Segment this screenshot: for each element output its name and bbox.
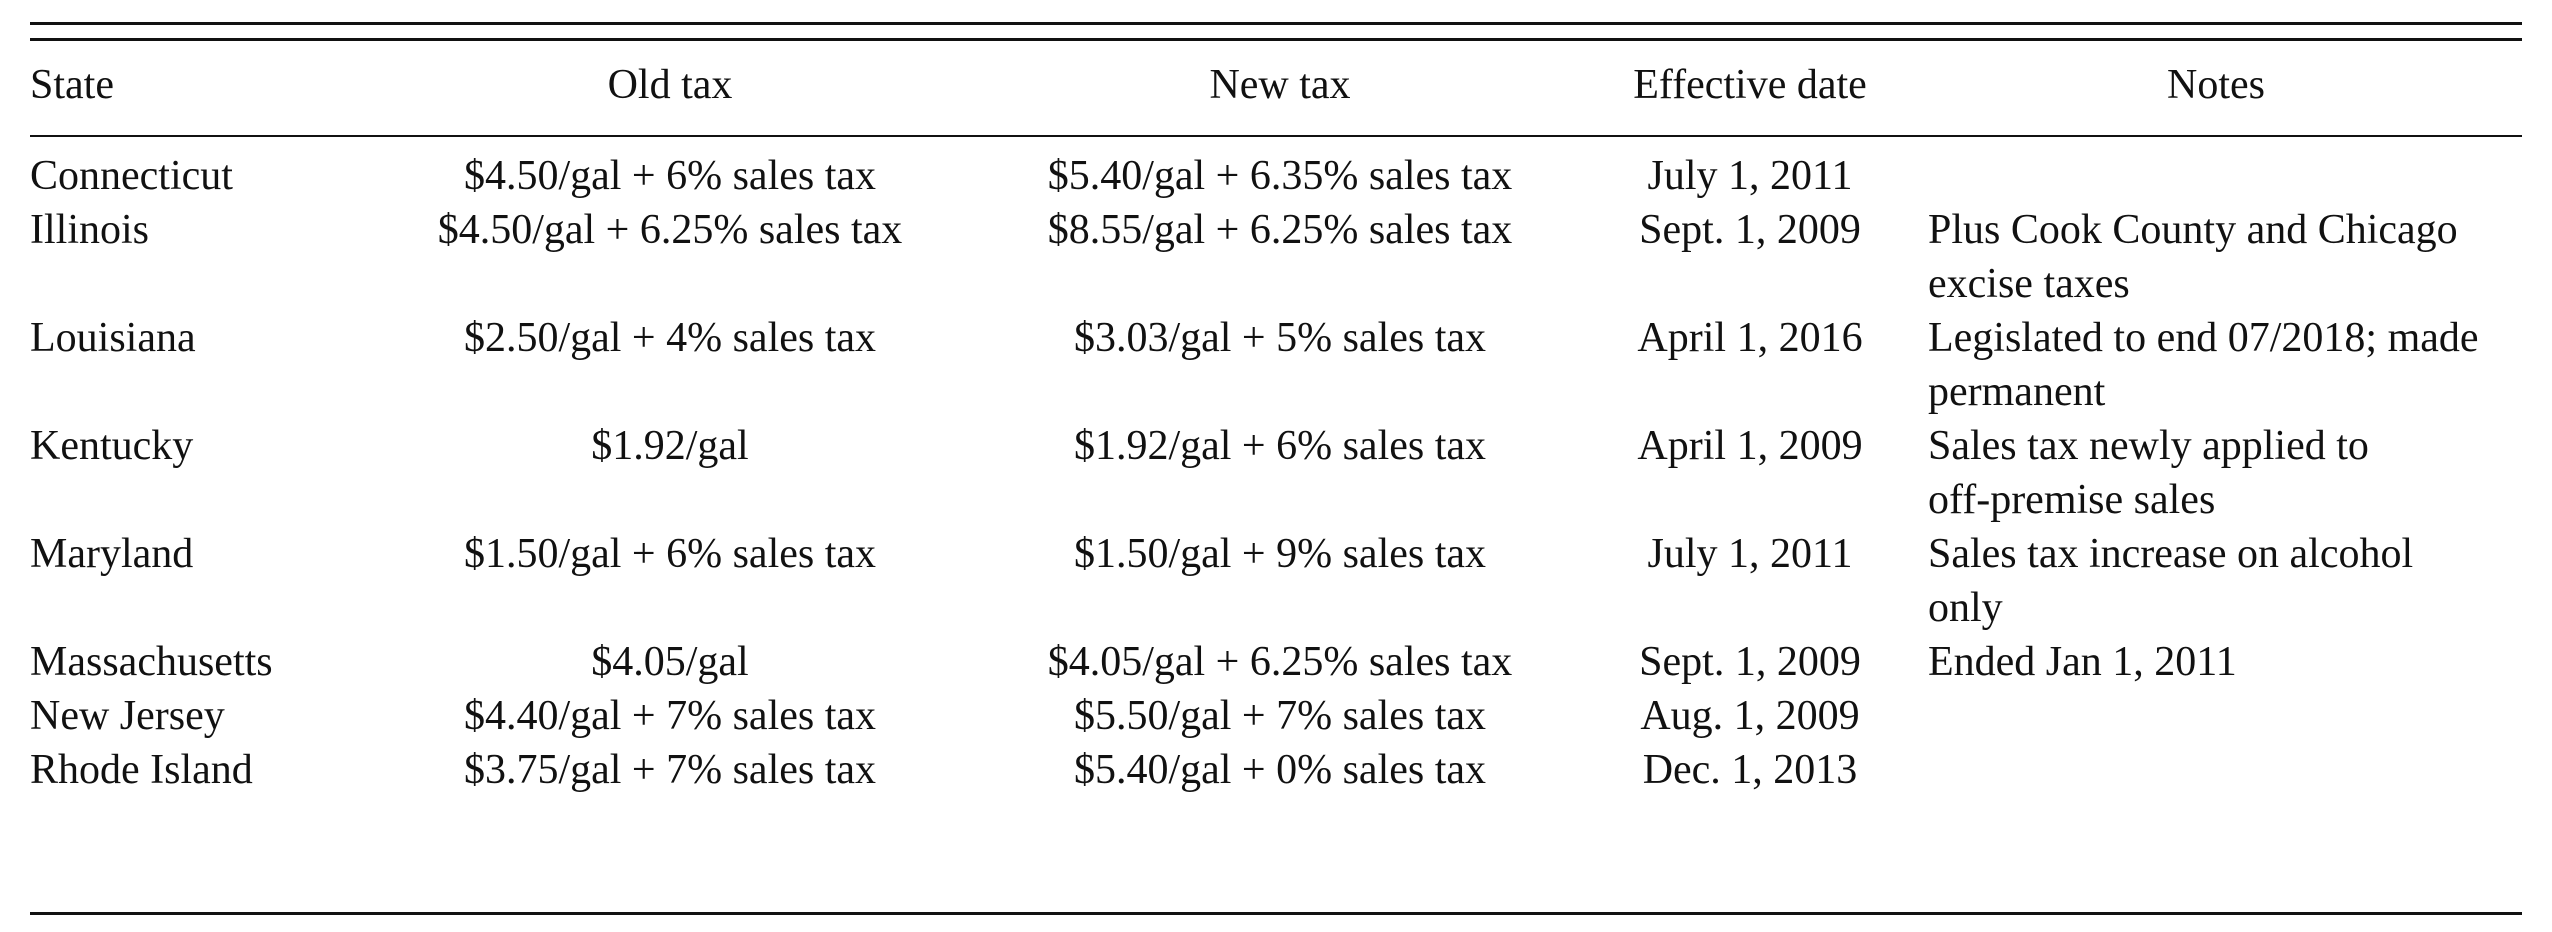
cell-new-tax: $1.50/gal + 9% sales tax: [1073, 531, 1487, 577]
bottom-rule: [30, 912, 2522, 915]
cell-state: Connecticut: [30, 153, 233, 199]
cell-new-tax: $1.92/gal + 6% sales tax: [1073, 423, 1487, 469]
cell-notes: [1910, 135, 2522, 203]
table-row: Illinois $4.50/gal + 6.25% sales tax $8.…: [30, 203, 2522, 311]
notes-line: Sales tax increase on alcohol: [1928, 531, 2414, 577]
cell-old-tax: $3.75/gal + 7% sales tax: [463, 747, 877, 793]
top-rule-inner: [30, 38, 2522, 41]
cell-old-tax: $4.40/gal + 7% sales tax: [463, 693, 877, 739]
cell-effective-date: April 1, 2009: [1637, 423, 1863, 469]
cell-new-tax: $5.40/gal + 0% sales tax: [1073, 747, 1487, 793]
cell-state: Rhode Island: [30, 747, 253, 793]
table-row: New Jersey $4.40/gal + 7% sales tax $5.5…: [30, 689, 2522, 743]
column-header-state: State: [30, 61, 114, 108]
cell-old-tax: $4.50/gal + 6.25% sales tax: [437, 207, 903, 253]
table-row: Rhode Island $3.75/gal + 7% sales tax $5…: [30, 743, 2522, 797]
table-row: Maryland $1.50/gal + 6% sales tax $1.50/…: [30, 527, 2522, 635]
table-row: Kentucky $1.92/gal $1.92/gal + 6% sales …: [30, 419, 2522, 527]
column-header-new-tax: New tax: [1209, 61, 1351, 108]
table-row: Connecticut $4.50/gal + 6% sales tax $5.…: [30, 135, 2522, 203]
cell-effective-date: April 1, 2016: [1637, 315, 1863, 361]
notes-line: Plus Cook County and Chicago: [1928, 207, 2458, 253]
header-rule: [30, 135, 2522, 137]
notes-line: permanent: [1928, 369, 2106, 415]
column-header-old-tax: Old tax: [607, 61, 733, 108]
notes-line: Sales tax newly applied to: [1928, 423, 2369, 469]
cell-notes: Legislated to end 07/2018; made permanent: [1910, 311, 2522, 419]
cell-notes: [1910, 689, 2522, 743]
header-row: State Old tax New tax Effective date Not…: [30, 0, 2522, 135]
column-header-effective-date: Effective date: [1633, 61, 1867, 108]
cell-new-tax: $5.40/gal + 6.35% sales tax: [1047, 153, 1513, 199]
cell-new-tax: $5.50/gal + 7% sales tax: [1073, 693, 1487, 739]
tax-table: State Old tax New tax Effective date Not…: [30, 0, 2522, 797]
notes-line: Legislated to end 07/2018; made: [1928, 315, 2479, 361]
top-rule-outer: [30, 22, 2522, 25]
table-row: Louisiana $2.50/gal + 4% sales tax $3.03…: [30, 311, 2522, 419]
cell-notes: Ended Jan 1, 2011: [1928, 639, 2237, 685]
cell-state: Maryland: [30, 531, 194, 577]
table-row: Massachusetts $4.05/gal $4.05/gal + 6.25…: [30, 635, 2522, 689]
cell-notes: [1910, 743, 2522, 797]
cell-state: Louisiana: [30, 315, 196, 361]
cell-state: Kentucky: [30, 423, 194, 469]
cell-effective-date: July 1, 2011: [1647, 531, 1853, 577]
cell-old-tax: $1.50/gal + 6% sales tax: [463, 531, 877, 577]
cell-effective-date: Dec. 1, 2013: [1642, 747, 1858, 793]
cell-state: Massachusetts: [30, 639, 273, 685]
notes-line: excise taxes: [1928, 261, 2130, 307]
cell-effective-date: Sept. 1, 2009: [1639, 207, 1861, 253]
column-header-notes: Notes: [2167, 61, 2265, 108]
table-container: State Old tax New tax Effective date Not…: [30, 0, 2522, 932]
cell-effective-date: Sept. 1, 2009: [1639, 639, 1861, 685]
cell-new-tax: $3.03/gal + 5% sales tax: [1073, 315, 1487, 361]
cell-effective-date: July 1, 2011: [1647, 153, 1853, 199]
cell-state: New Jersey: [30, 693, 225, 739]
cell-old-tax: $4.50/gal + 6% sales tax: [463, 153, 877, 199]
notes-line: off-premise sales: [1928, 477, 2216, 523]
cell-old-tax: $1.92/gal: [591, 423, 749, 469]
cell-new-tax: $4.05/gal + 6.25% sales tax: [1047, 639, 1513, 685]
cell-notes: Sales tax increase on alcohol only: [1910, 527, 2522, 635]
cell-new-tax: $8.55/gal + 6.25% sales tax: [1047, 207, 1513, 253]
cell-state: Illinois: [30, 207, 150, 253]
cell-effective-date: Aug. 1, 2009: [1640, 693, 1860, 739]
notes-line: only: [1928, 585, 2003, 631]
cell-notes: Sales tax newly applied to off-premise sa…: [1910, 419, 2522, 527]
cell-notes: Plus Cook County and Chicago excise taxes: [1910, 203, 2522, 311]
cell-old-tax: $4.05/gal: [591, 639, 749, 685]
cell-old-tax: $2.50/gal + 4% sales tax: [463, 315, 877, 361]
